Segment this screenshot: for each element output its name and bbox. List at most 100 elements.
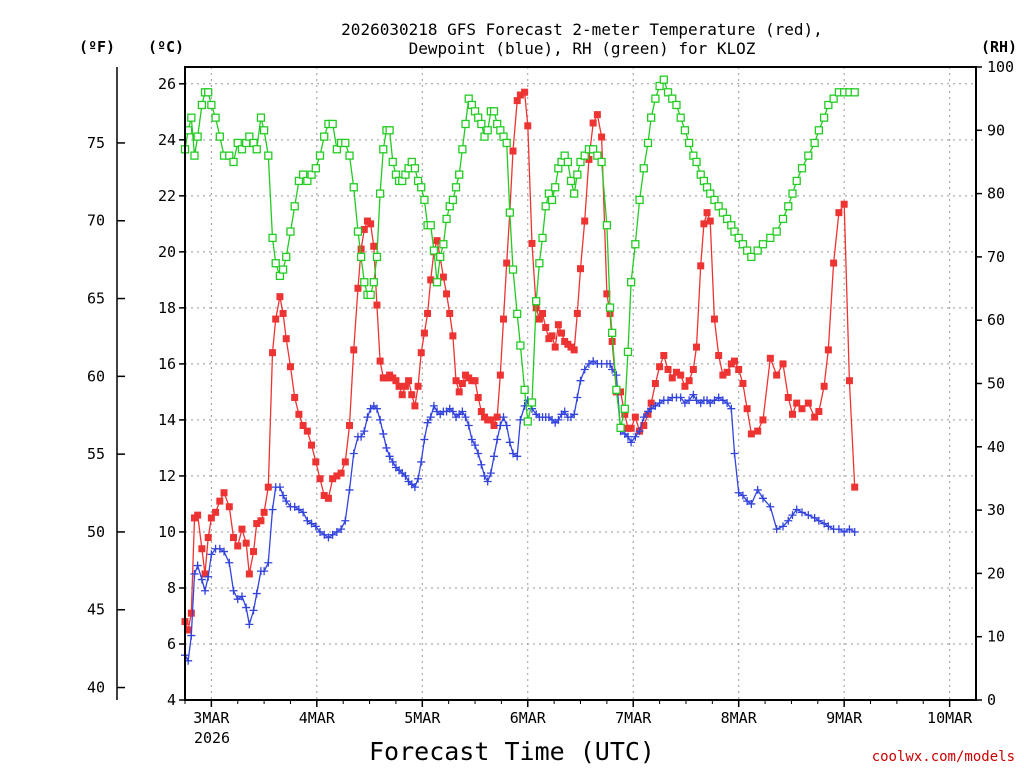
temperature-point [784,394,792,402]
dewpoint-point [414,474,423,483]
rh-point [668,94,677,103]
dewpoint-point [423,418,432,427]
rh-point [211,113,220,122]
temperature-point [316,475,324,483]
dewpoint-point [279,491,288,500]
dewpoint-point [747,499,756,508]
rh-point [797,164,807,173]
temperature-point [471,377,479,385]
rh-point [360,278,369,287]
time-tick-label: 9MAR [826,709,863,727]
dewpoint-point [513,452,522,461]
temperature-point [766,354,774,362]
temperature-point [346,422,354,430]
rh-point [349,183,358,192]
rh-point [448,195,458,205]
dewpoint-point [689,390,698,399]
rh-point [714,202,723,211]
celsius-tick-label: 26 [158,75,176,93]
temperature-point [455,388,463,396]
temperature-point [198,545,206,553]
dewpoint-point [612,371,621,380]
dewpoint-point [311,522,320,531]
dewpoint-point [639,413,648,422]
temperature-point [357,245,365,253]
year-label: 2026 [194,729,230,747]
rh-point [573,170,582,179]
rh-point [680,126,690,135]
temperature-point [851,483,859,491]
rh-point [742,246,752,255]
temperature-point [392,377,400,385]
rh-point [547,195,557,205]
dewpoint-point [245,620,254,629]
rh-point [597,157,606,167]
temperature-point [589,119,597,127]
celsius-tick-label: 10 [158,523,176,541]
dewpoint-point [814,516,823,525]
rh-point [626,278,636,287]
fahrenheit-tick-label: 40 [87,679,105,697]
rh-point [356,252,366,262]
temperature-point [370,242,378,250]
dewpoint-point [307,519,316,528]
dewpoint-point [252,589,261,598]
dewpoint-point [734,488,743,497]
temperature-point [303,427,311,435]
dewpoint-point [635,427,644,436]
dewpoint-point [706,399,715,408]
dewpoint-point [505,438,514,447]
dewpoint-point [410,483,419,492]
rh-tick-label: 60 [987,311,1005,329]
temperature-point [824,346,832,354]
temperature-point [577,265,584,273]
dewpoint-point [290,502,299,511]
rh-point [535,259,544,268]
dewpoint-series [181,357,859,665]
temperature-point [398,391,406,399]
temperature-point [446,309,454,317]
temperature-point [570,346,578,354]
rh-point [282,252,291,262]
temperature-point [350,346,358,354]
temperature-point [320,492,328,500]
temperature-point [225,503,233,511]
rh-point [616,423,625,432]
temperature-point [558,329,566,337]
temperature-point [204,534,212,542]
temperature-point [730,357,738,365]
rh-point [294,176,304,186]
temperature-point [433,237,441,245]
rh-point [566,176,576,186]
temperature-point [693,343,701,351]
celsius-tick-label: 8 [167,579,176,597]
rh-point [369,278,378,287]
dewpoint-point [680,399,689,408]
rh-point [635,195,644,205]
dewpoint-point [420,435,429,444]
temperature-point [703,209,711,217]
rh-point [602,221,612,230]
temperature-point [503,259,511,267]
temperature-point [551,343,559,351]
fahrenheit-axis: 40 45 50 55 60 65 70 75 [87,134,125,697]
temperature-point [477,408,485,416]
rh-point [264,151,273,160]
temperature-point [376,357,384,365]
dewpoint-point [477,460,486,469]
temperature-point [234,542,242,550]
temperature-point [242,539,250,547]
temperature-point [187,609,195,617]
celsius-tick-label: 4 [167,691,176,709]
rh-series [180,75,859,432]
rh-point [436,252,445,262]
rh-point [758,240,768,249]
rh-point [259,126,269,135]
rh-point [332,145,342,154]
celsius-tick-label: 6 [167,635,176,653]
rh-point [489,107,499,116]
fahrenheit-tick-label: 75 [87,134,105,152]
dewpoint-point [376,415,385,424]
temperature-point [719,371,727,379]
rh-point [190,151,199,160]
